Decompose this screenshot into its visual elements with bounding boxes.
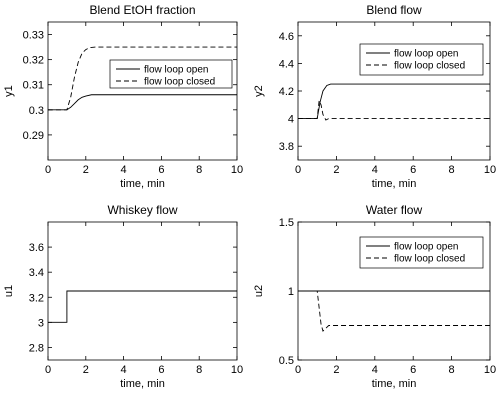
x-tick-label: 0 — [295, 364, 301, 376]
plot-area-frame — [47, 221, 238, 361]
legend-box — [109, 59, 233, 89]
x-tick-label: 0 — [295, 164, 301, 176]
y-tick-label: 0.29 — [23, 130, 44, 142]
y-axis-label: u2 — [253, 285, 265, 297]
series-line-closed — [298, 290, 490, 332]
y-tick-label: 0.33 — [23, 30, 44, 42]
x-tick-label: 4 — [121, 364, 127, 376]
y-tick-label: 4.2 — [279, 86, 294, 98]
x-tick-label: 6 — [410, 364, 416, 376]
series-line-open — [48, 94, 237, 111]
legend-label: flow loop closed — [394, 61, 465, 72]
x-tick-label: 8 — [449, 364, 455, 376]
y-axis-label: y2 — [253, 85, 265, 97]
y-tick-label: 3 — [38, 317, 44, 329]
x-tick-label: 10 — [231, 364, 243, 376]
x-tick-label: 6 — [158, 364, 164, 376]
chart-title: Water flow — [366, 203, 423, 217]
legend-box — [359, 43, 484, 76]
chart-title: Blend EtOH fraction — [89, 3, 195, 17]
y-axis-label: y1 — [3, 85, 15, 97]
panel-water-flow: Water flow 0 2 4 6 8 10 0.5 1 1.5 time, min u2 flow … — [253, 203, 496, 390]
y-tick-label: 1 — [288, 286, 294, 298]
y-axis-label: u1 — [3, 285, 15, 297]
chart-title: Whiskey flow — [107, 203, 177, 217]
x-tick-label: 6 — [158, 164, 164, 176]
legend-label: flow loop closed — [394, 254, 465, 265]
x-axis-label: time, min — [372, 178, 417, 190]
y-tick-label: 4 — [288, 114, 294, 126]
x-tick-label: 0 — [45, 164, 51, 176]
y-tick-label: 3.6 — [29, 242, 44, 254]
panel-whiskey-flow: Whiskey flow 0 2 4 6 8 10 2.8 3 3.2 3.4 3.6 time, mi… — [3, 203, 243, 390]
x-tick-label: 2 — [83, 364, 89, 376]
legend-label: flow loop open — [394, 242, 459, 253]
x-tick-label: 8 — [449, 164, 455, 176]
x-tick-label: 4 — [372, 164, 378, 176]
y-tick-label: 0.32 — [23, 55, 44, 67]
series-line-open — [48, 290, 237, 323]
legend-label: flow loop closed — [144, 77, 215, 88]
legend-box — [359, 236, 484, 269]
x-tick-label: 10 — [484, 364, 496, 376]
y-tick-label: 3.2 — [29, 292, 44, 304]
x-axis-label: time, min — [372, 378, 417, 390]
y-tick-label: 0.5 — [279, 355, 294, 367]
x-tick-label: 2 — [333, 364, 339, 376]
y-tick-label: 2.8 — [29, 342, 44, 354]
x-tick-label: 8 — [196, 364, 202, 376]
x-tick-label: 6 — [410, 164, 416, 176]
y-tick-label: 3.4 — [29, 267, 44, 279]
x-tick-label: 0 — [45, 364, 51, 376]
y-tick-label: 4.6 — [279, 31, 294, 43]
x-tick-label: 2 — [83, 164, 89, 176]
x-axis-label: time, min — [120, 378, 165, 390]
x-axis-label: time, min — [120, 178, 165, 190]
y-tick-label: 0.31 — [23, 80, 44, 92]
x-tick-label: 4 — [372, 364, 378, 376]
y-tick-label: 0.3 — [29, 105, 44, 117]
y-tick-label: 4.4 — [279, 58, 294, 70]
plot-area-frame — [297, 21, 491, 161]
x-tick-label: 8 — [196, 164, 202, 176]
y-tick-label: 3.8 — [279, 141, 294, 153]
x-tick-label: 4 — [121, 164, 127, 176]
series-line-closed — [298, 98, 490, 121]
y-tick-label: 1.5 — [279, 217, 294, 229]
panel-blend-etoh-fraction: Blend EtOH fraction 0 2 4 6 8 10 0.29 0.3 0.31 0.3… — [3, 3, 243, 190]
legend-label: flow loop open — [144, 65, 209, 76]
chart-title: Blend flow — [366, 3, 422, 17]
legend-label: flow loop open — [394, 49, 459, 60]
x-tick-label: 10 — [484, 164, 496, 176]
series-line-closed — [48, 46, 237, 111]
plot-area-frame — [47, 21, 238, 161]
x-tick-label: 10 — [231, 164, 243, 176]
x-tick-label: 2 — [333, 164, 339, 176]
series-line-open — [298, 83, 490, 120]
panel-blend-flow: Blend flow 0 2 4 6 8 10 3.8 4 4.2 4.4 4.6 time, min y… — [253, 3, 496, 190]
